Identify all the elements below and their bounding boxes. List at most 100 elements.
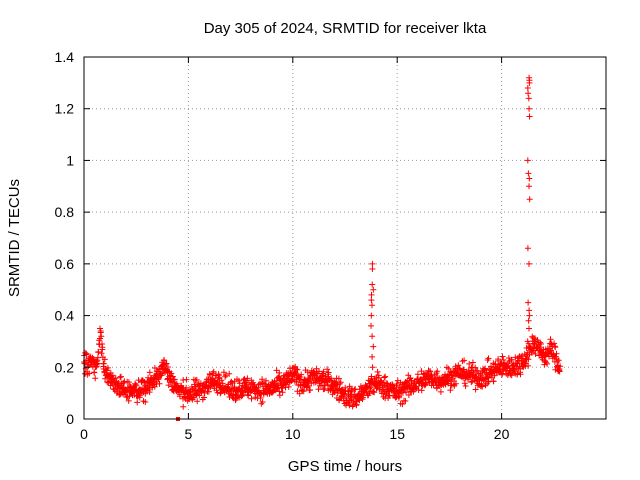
data-point (99, 346, 106, 353)
y-axis-label: SRMTID / TECUs (6, 179, 23, 297)
data-point (244, 375, 251, 382)
data-point (324, 366, 331, 373)
data-point (524, 157, 531, 164)
data-point (491, 372, 498, 379)
data-point (525, 90, 532, 97)
y-tick-label: 1 (66, 152, 74, 168)
data-point (525, 299, 532, 306)
data-point (495, 357, 502, 364)
data-point (526, 175, 533, 182)
data-point (370, 343, 377, 350)
data-point (294, 366, 301, 373)
data-point (300, 388, 307, 395)
data-point (371, 389, 378, 396)
x-tick-label: 0 (80, 426, 88, 442)
x-axis-label: GPS time / hours (288, 458, 402, 475)
data-point (325, 369, 332, 376)
data-point (369, 333, 376, 340)
data-point (368, 322, 374, 329)
data-point (173, 380, 180, 387)
data-point (468, 379, 475, 386)
data-point (526, 113, 533, 120)
data-point (276, 392, 283, 399)
data-point (490, 368, 496, 375)
data-point (381, 374, 388, 381)
data-point (120, 384, 127, 391)
data-point (92, 375, 99, 382)
data-point (370, 286, 377, 293)
data-point (521, 360, 528, 366)
data-point (86, 370, 93, 377)
data-point (472, 386, 479, 393)
data-point (427, 368, 434, 375)
data-point (369, 260, 376, 267)
data-point (517, 371, 524, 378)
data-point (524, 85, 531, 91)
data-point (472, 364, 479, 371)
data-point (547, 336, 554, 343)
data-point (104, 364, 111, 371)
data-point (118, 373, 124, 380)
data-point (133, 382, 140, 389)
data-point (532, 351, 539, 357)
data-point (369, 281, 376, 288)
data-point (490, 378, 497, 385)
axis-ticks (83, 56, 606, 420)
data-point (98, 350, 105, 357)
data-point (276, 369, 283, 376)
x-tick-label: 20 (494, 426, 510, 442)
y-tick-label: 0.4 (55, 308, 75, 324)
data-point (538, 341, 544, 347)
data-point (556, 368, 563, 375)
data-point (418, 387, 425, 394)
data-point (337, 379, 344, 386)
data-point (525, 356, 532, 363)
data-point (100, 360, 107, 367)
data-point (263, 377, 269, 384)
data-point (151, 365, 158, 371)
x-tick-label: 15 (389, 426, 405, 442)
data-point (396, 393, 403, 400)
data-point (450, 369, 457, 376)
data-point (488, 363, 494, 370)
data-point (180, 403, 187, 410)
data-point (557, 363, 564, 370)
data-point (547, 347, 553, 354)
data-point (368, 312, 375, 319)
data-point (125, 397, 132, 404)
data-point (156, 380, 163, 387)
data-point (369, 364, 376, 371)
data-point (193, 376, 200, 383)
data-point (369, 302, 375, 309)
chart-title: Day 305 of 2024, SRMTID for receiver lkt… (204, 20, 487, 37)
data-point (126, 393, 133, 400)
data-point (217, 390, 224, 397)
data-point (544, 360, 551, 367)
data-point (452, 380, 459, 387)
data-point (163, 360, 170, 367)
data-point (112, 375, 119, 382)
data-point (327, 387, 334, 393)
data-point (320, 368, 327, 375)
data-point (215, 372, 222, 379)
grid-lines (84, 57, 606, 419)
data-point (524, 338, 531, 345)
data-point (83, 350, 90, 357)
data-point (201, 390, 208, 396)
data-point (553, 350, 560, 357)
data-point (526, 312, 533, 319)
data-point (205, 388, 212, 395)
data-point (140, 377, 146, 384)
data-point (382, 373, 389, 380)
data-point (168, 370, 175, 377)
data-point (455, 362, 462, 369)
y-tick-label: 0.2 (55, 359, 75, 375)
data-point (222, 373, 229, 380)
data-point (525, 95, 532, 102)
data-point (328, 375, 335, 382)
data-point (526, 196, 533, 203)
data-point (399, 401, 406, 408)
y-tick-label: 0 (66, 411, 74, 427)
data-point (368, 291, 375, 298)
